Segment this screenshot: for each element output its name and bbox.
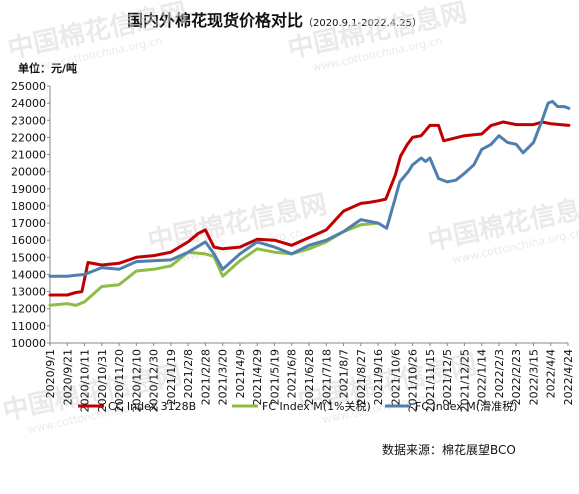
y-tick-label: 12000: [11, 303, 46, 316]
series-line-3: [48, 99, 571, 278]
x-tick-label: 2021/6/8: [286, 349, 299, 398]
legend-label-2: FC Index M(1%关税): [262, 399, 371, 413]
y-tick-label: 15000: [11, 251, 46, 264]
y-tick-label: 14000: [11, 268, 46, 281]
unit-label: 单位：元/吨: [18, 62, 78, 75]
y-tick-label: 21000: [11, 149, 46, 162]
y-tick-label: 17000: [11, 217, 46, 230]
x-tick-label: 2020/9/1: [44, 349, 57, 398]
x-tick-label: 2022/4/24: [562, 349, 575, 405]
x-tick-label: 2021/8/7: [338, 349, 351, 398]
x-tick-label: 2021/4/9: [234, 349, 247, 398]
x-tick-label: 2021/5/19: [268, 349, 281, 405]
x-tick-label: 2020/12/10: [130, 349, 143, 412]
y-tick-label: 23000: [11, 114, 46, 127]
x-tick-label: 2021/10/26: [407, 349, 420, 412]
legend-label-1: CC Index 3128B: [108, 400, 196, 413]
chart-title-block: 国内外棉花现货价格对比（2020.9.1-2022.4.25）: [127, 7, 422, 31]
y-tick-label: 16000: [11, 234, 46, 247]
y-tick-label: 11000: [11, 320, 46, 333]
x-tick-label: 2020/12/30: [148, 349, 161, 412]
y-tick-label: 22000: [11, 131, 46, 144]
legend-label-3: FC Index M(滑准税): [415, 399, 517, 413]
x-tick-label: 2021/9/16: [372, 349, 385, 405]
data-source-note: 数据来源：棉花展望BCO: [382, 443, 516, 457]
x-tick-label: 2021/6/28: [303, 349, 316, 405]
x-tick-label: 2020/10/11: [79, 349, 92, 412]
x-tick-label: 2021/4/29: [251, 349, 264, 405]
y-tick-label: 13000: [11, 286, 46, 299]
x-tick-label: 2021/12/5: [441, 349, 454, 405]
y-tick-label: 10000: [11, 337, 46, 350]
x-tick-label: 2022/2/23: [510, 349, 523, 405]
y-tick-label: 18000: [11, 200, 46, 213]
x-tick-label: 2021/11/15: [424, 349, 437, 412]
x-tick-label: 2021/1/19: [165, 349, 178, 405]
x-tick-label: 2022/2/3: [493, 349, 506, 398]
x-tick-label: 2020/9/21: [61, 349, 74, 405]
y-tick-label: 24000: [11, 97, 46, 110]
x-tick-label: 2021/3/20: [217, 349, 230, 405]
chart-title: 国内外棉花现货价格对比: [127, 11, 304, 30]
x-tick-label: 2021/8/27: [355, 349, 368, 405]
x-tick-label: 2022/1/14: [476, 349, 489, 405]
y-tick-label: 19000: [11, 183, 46, 196]
y-tick-label: 20000: [11, 166, 46, 179]
series-layer: [48, 99, 571, 307]
series-line-1: [48, 120, 571, 297]
x-tick-label: 2022/3/15: [527, 349, 540, 405]
x-tick-label: 2021/10/6: [389, 349, 402, 405]
x-tick-label: 2020/11/20: [113, 349, 126, 412]
legend: CC Index 3128B FC Index M(1%关税) FC Index M…: [78, 399, 517, 413]
series-line-2: [48, 221, 380, 307]
y-tick-label: 25000: [11, 80, 46, 93]
x-tick-label: 2021/2/28: [199, 349, 212, 405]
x-tick-label: 2021/7/18: [320, 349, 333, 405]
x-tick-label: 2021/12/25: [458, 349, 471, 412]
chart-subtitle: （2020.9.1-2022.4.25）: [303, 18, 423, 29]
x-tick-label: 2020/10/31: [96, 349, 109, 412]
x-tick-label: 2021/2/8: [182, 349, 195, 398]
x-tick-label: 2022/4/4: [545, 349, 558, 398]
axes-layer: 10000 11000 12000 13000 14000 15000 16000 17000…: [11, 80, 575, 412]
